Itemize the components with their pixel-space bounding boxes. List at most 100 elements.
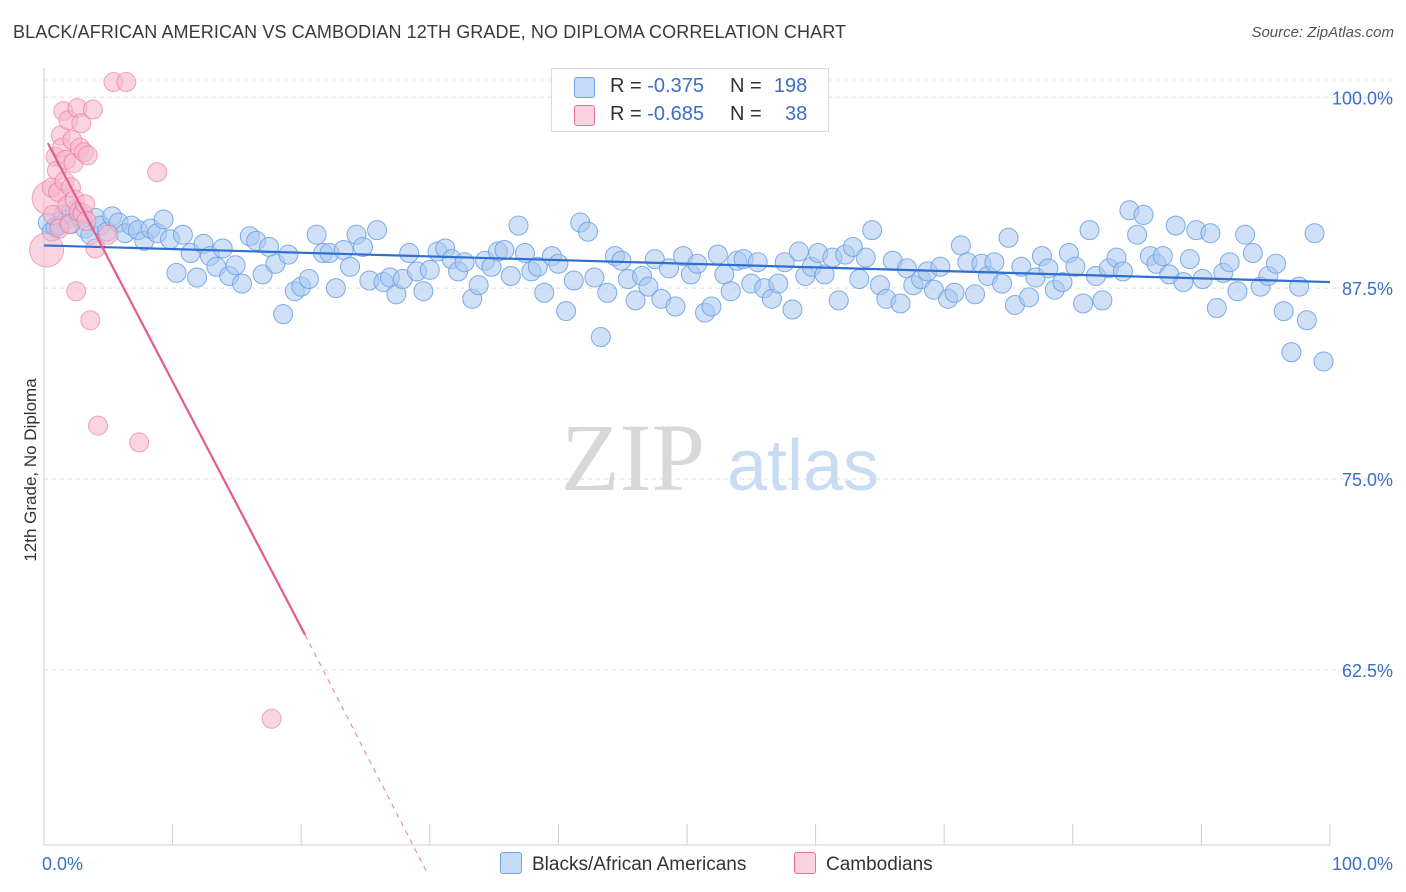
- y-tick-label: 87.5%: [1342, 279, 1393, 299]
- point-blacks: [1200, 223, 1221, 244]
- bottom-legend-swatch-blacks: [500, 852, 522, 874]
- point-blacks: [212, 238, 233, 259]
- point-blacks: [225, 255, 246, 276]
- point-blacks: [153, 209, 174, 230]
- point-blacks: [340, 256, 361, 277]
- bottom-legend-swatch-cambodians: [794, 852, 816, 874]
- point-blacks: [325, 278, 346, 299]
- point-blacks: [1235, 224, 1256, 245]
- point-cambodians: [147, 162, 168, 183]
- point-cambodians: [29, 232, 65, 268]
- bottom-legend-blacks: Blacks/African Americans: [500, 852, 746, 876]
- point-blacks: [306, 224, 327, 245]
- y-tick-label: 62.5%: [1342, 661, 1393, 681]
- point-blacks: [1127, 224, 1148, 245]
- point-blacks: [1273, 301, 1294, 322]
- point-cambodians: [71, 113, 92, 134]
- point-blacks: [720, 281, 741, 302]
- point-blacks: [232, 273, 253, 294]
- point-blacks: [494, 240, 515, 260]
- point-blacks: [1173, 272, 1194, 293]
- point-blacks: [172, 224, 193, 245]
- legend-r-label: R =: [610, 75, 648, 97]
- point-blacks: [1206, 298, 1227, 319]
- point-cambodians: [77, 145, 98, 166]
- x-tick-label-min: 0.0%: [42, 854, 83, 874]
- point-blacks: [514, 243, 535, 264]
- point-blacks: [707, 244, 728, 265]
- point-blacks: [468, 275, 489, 296]
- point-cambodians: [261, 708, 282, 729]
- point-blacks: [984, 252, 1005, 273]
- point-blacks: [556, 301, 577, 322]
- point-blacks: [577, 221, 598, 242]
- point-blacks: [701, 296, 722, 317]
- point-cambodians: [129, 432, 150, 453]
- point-blacks: [1112, 261, 1133, 282]
- point-blacks: [788, 241, 809, 262]
- watermark-zip: ZIP: [561, 404, 705, 511]
- point-blacks: [1011, 256, 1032, 277]
- point-blacks: [166, 262, 187, 283]
- point-cambodians: [116, 72, 137, 93]
- point-blacks: [367, 220, 388, 241]
- point-blacks: [1165, 215, 1186, 236]
- point-blacks: [352, 236, 373, 257]
- point-blacks: [252, 264, 273, 285]
- legend-n-label: N =: [730, 75, 768, 97]
- point-blacks: [399, 243, 420, 264]
- trend-line-cambodians-extension: [304, 634, 428, 874]
- point-blacks: [625, 290, 646, 311]
- point-blacks: [278, 244, 299, 265]
- trend-line-cambodians: [46, 142, 307, 636]
- point-blacks: [638, 276, 659, 297]
- point-blacks: [849, 269, 870, 290]
- point-blacks: [944, 282, 965, 303]
- watermark: ZIP atlas: [561, 404, 879, 511]
- point-blacks: [1019, 287, 1040, 308]
- legend-n-label: N =: [730, 103, 768, 125]
- bottom-legend-label-cambodians: Cambodians: [826, 854, 933, 875]
- point-blacks: [665, 296, 686, 317]
- legend-r-label: R =: [610, 103, 648, 125]
- point-cambodians: [66, 281, 87, 302]
- point-blacks: [273, 304, 294, 325]
- point-blacks: [1152, 246, 1173, 267]
- point-blacks: [1133, 204, 1154, 225]
- point-cambodians: [98, 224, 119, 245]
- point-blacks: [782, 299, 803, 320]
- point-blacks: [890, 293, 911, 314]
- series-cambodians: [29, 72, 282, 729]
- point-blacks: [1227, 281, 1248, 302]
- trend-line-blacks: [43, 244, 1331, 284]
- point-blacks: [597, 282, 618, 303]
- point-blacks: [1179, 249, 1200, 270]
- point-blacks: [930, 256, 951, 277]
- point-blacks: [1092, 290, 1113, 311]
- point-blacks: [534, 282, 555, 303]
- source-label: Source: ZipAtlas.com: [1251, 24, 1394, 41]
- bottom-legend-cambodians: Cambodians: [794, 852, 933, 876]
- point-blacks: [1313, 351, 1334, 372]
- point-blacks: [862, 220, 883, 241]
- point-blacks: [298, 269, 319, 290]
- point-cambodians: [82, 99, 103, 120]
- point-blacks: [747, 252, 768, 273]
- watermark-atlas: atlas: [727, 426, 879, 506]
- point-blacks: [1265, 253, 1286, 274]
- point-blacks: [333, 240, 354, 260]
- point-blacks: [1073, 293, 1094, 314]
- point-cambodians: [80, 310, 101, 331]
- gridlines: [44, 79, 1393, 671]
- point-blacks: [992, 273, 1013, 294]
- point-blacks: [527, 256, 548, 277]
- point-blacks: [855, 247, 876, 268]
- point-blacks: [1052, 272, 1073, 293]
- point-blacks: [419, 259, 440, 280]
- point-blacks: [590, 327, 611, 348]
- legend-r-value: -0.685: [647, 103, 704, 125]
- y-axis-label: 12th Grade, No Diploma: [21, 378, 40, 562]
- point-blacks: [950, 235, 971, 256]
- point-blacks: [768, 273, 789, 294]
